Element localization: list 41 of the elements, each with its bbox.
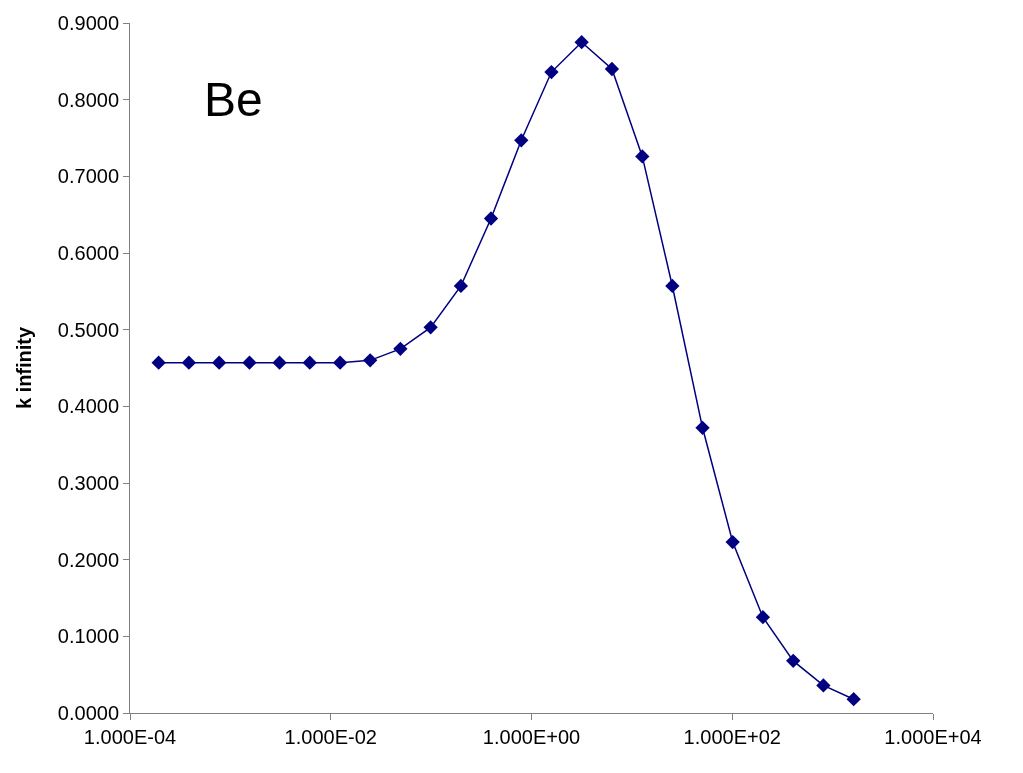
x-tick-label: 1.000E+00	[482, 726, 581, 748]
y-tick-label: 0.6000	[57, 242, 119, 264]
y-tick-label: 0.0000	[57, 702, 119, 724]
y-axis-title: k infinity	[13, 326, 36, 410]
point	[272, 355, 287, 370]
y-tick-label: 0.2000	[57, 548, 119, 571]
x-tick-label: 1.000E-02	[284, 726, 377, 748]
point	[332, 355, 348, 370]
point	[695, 420, 710, 435]
point	[514, 133, 529, 148]
point	[242, 355, 257, 370]
point	[151, 355, 166, 370]
x-tick-label: 1.000E+04	[884, 726, 982, 748]
y-tick-label: 0.7000	[57, 165, 119, 188]
point	[816, 678, 831, 693]
x-tick-label: 1.000E+02	[683, 726, 781, 748]
point	[574, 35, 589, 50]
point	[453, 278, 469, 294]
point	[483, 211, 499, 226]
annotation: Be	[204, 73, 263, 126]
point	[846, 692, 861, 707]
point	[302, 355, 317, 370]
y-tick-label: 0.1000	[57, 625, 119, 648]
point	[755, 610, 771, 625]
point	[544, 64, 559, 80]
point	[363, 353, 378, 368]
y-tick-label: 0.4000	[57, 395, 119, 418]
y-tick-label: 0.8000	[57, 88, 119, 111]
point	[665, 278, 680, 294]
point	[423, 320, 438, 335]
point	[786, 653, 801, 669]
y-tick-label: 0.9000	[57, 12, 119, 34]
point	[635, 149, 650, 164]
x-tick-label: 1.000E-04	[83, 726, 177, 748]
y-tick-label: 0.5000	[57, 318, 119, 341]
point	[725, 534, 740, 550]
point	[393, 341, 408, 356]
point	[604, 61, 620, 77]
point	[181, 355, 197, 370]
y-tick-label: 0.3000	[57, 472, 119, 494]
point	[212, 355, 227, 370]
